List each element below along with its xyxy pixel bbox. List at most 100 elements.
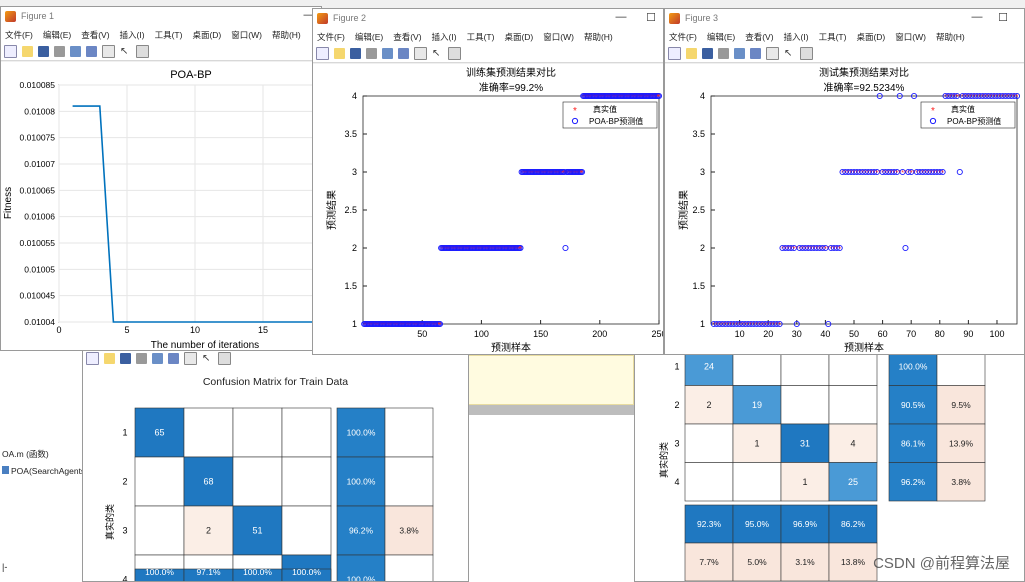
dock-icon[interactable] bbox=[448, 47, 461, 60]
new-icon[interactable] bbox=[86, 352, 99, 365]
matrix-cell bbox=[684, 462, 734, 502]
menu-edit[interactable]: 编辑(E) bbox=[706, 32, 736, 42]
menu-window[interactable]: 窗口(W) bbox=[543, 32, 574, 42]
pointer-icon[interactable]: ↖ bbox=[432, 48, 441, 59]
open-icon[interactable] bbox=[22, 46, 33, 57]
legend-icon[interactable] bbox=[102, 45, 115, 58]
colorbar-icon[interactable] bbox=[86, 46, 97, 57]
minimize-icon[interactable]: — bbox=[971, 11, 983, 23]
predicted-point bbox=[879, 168, 886, 176]
true-point: * bbox=[821, 246, 824, 253]
print-icon[interactable] bbox=[136, 353, 147, 364]
menu-window[interactable]: 窗口(W) bbox=[231, 30, 262, 40]
true-point: * bbox=[864, 170, 867, 177]
figure2-toolbar: ↖ bbox=[313, 45, 663, 63]
open-icon[interactable] bbox=[334, 48, 345, 59]
link-icon[interactable] bbox=[382, 48, 393, 59]
pointer-icon[interactable]: ↖ bbox=[202, 353, 211, 364]
legend-icon[interactable] bbox=[184, 352, 197, 365]
save-icon[interactable] bbox=[120, 353, 131, 364]
function-item[interactable]: POA(SearchAgents bbox=[0, 466, 85, 476]
predicted-point bbox=[561, 168, 568, 176]
y-axis-label: 预测结果 bbox=[677, 190, 690, 230]
pointer-icon[interactable]: ↖ bbox=[784, 48, 793, 59]
menu-view[interactable]: 查看(V) bbox=[745, 32, 774, 42]
save-icon[interactable] bbox=[702, 48, 713, 59]
minimize-icon[interactable]: — bbox=[303, 9, 315, 21]
menu-desktop[interactable]: 桌面(D) bbox=[192, 30, 222, 40]
menu-insert[interactable]: 插入(I) bbox=[431, 32, 457, 42]
menu-insert[interactable]: 插入(I) bbox=[783, 32, 809, 42]
menu-tools[interactable]: 工具(T) bbox=[818, 32, 847, 42]
minimize-icon[interactable]: — bbox=[615, 11, 627, 23]
menu-help[interactable]: 帮助(H) bbox=[935, 32, 965, 42]
predicted-point bbox=[578, 168, 586, 176]
menu-file[interactable]: 文件(F) bbox=[317, 32, 345, 42]
row-summary-value: 90.5% bbox=[901, 400, 926, 410]
pointer-icon[interactable]: ↖ bbox=[120, 46, 129, 57]
menu-tools[interactable]: 工具(T) bbox=[154, 30, 183, 40]
figure3-title: Figure 3 bbox=[685, 13, 719, 23]
predicted-point bbox=[713, 320, 720, 328]
menu-desktop[interactable]: 桌面(D) bbox=[504, 32, 534, 42]
menu-help[interactable]: 帮助(H) bbox=[271, 30, 301, 40]
dock-icon[interactable] bbox=[136, 45, 149, 58]
print-icon[interactable] bbox=[366, 48, 377, 59]
menu-view[interactable]: 查看(V) bbox=[393, 32, 422, 42]
save-icon[interactable] bbox=[350, 48, 361, 59]
chart-title: 训练集预测结果对比 bbox=[466, 66, 556, 79]
open-icon[interactable] bbox=[104, 353, 115, 364]
figure2-titlebar[interactable]: Figure 2 — ☐ bbox=[313, 9, 663, 29]
dock-icon[interactable] bbox=[218, 352, 231, 365]
print-icon[interactable] bbox=[54, 46, 65, 57]
y-tick-label: 1.5 bbox=[692, 281, 705, 291]
menu-window[interactable]: 窗口(W) bbox=[895, 32, 926, 42]
new-icon[interactable] bbox=[4, 45, 17, 58]
legend-icon[interactable] bbox=[766, 47, 779, 60]
menu-help[interactable]: 帮助(H) bbox=[583, 32, 613, 42]
true-point: * bbox=[798, 246, 801, 253]
print-icon[interactable] bbox=[718, 48, 729, 59]
new-icon[interactable] bbox=[668, 47, 681, 60]
true-point: * bbox=[755, 322, 758, 329]
legend-icon[interactable] bbox=[414, 47, 427, 60]
predicted-point bbox=[979, 92, 986, 100]
figure1-titlebar[interactable]: Figure 1 — bbox=[1, 7, 321, 27]
column-summary-value: 96.9% bbox=[793, 519, 818, 529]
editor-file-label[interactable]: OA.m (函数) bbox=[2, 449, 49, 459]
function-label: POA(SearchAgents bbox=[11, 466, 86, 476]
maximize-icon[interactable]: ☐ bbox=[646, 12, 656, 24]
menu-desktop[interactable]: 桌面(D) bbox=[856, 32, 886, 42]
y-tick-label: 1 bbox=[352, 319, 357, 329]
menu-edit[interactable]: 编辑(E) bbox=[42, 30, 72, 40]
y-tick-label: 1.5 bbox=[344, 281, 357, 291]
menu-insert[interactable]: 插入(I) bbox=[119, 30, 145, 40]
menu-view[interactable]: 查看(V) bbox=[81, 30, 110, 40]
figure3-titlebar[interactable]: Figure 3 — ☐ bbox=[665, 9, 1024, 29]
predicted-point bbox=[805, 244, 812, 252]
save-icon[interactable] bbox=[38, 46, 49, 57]
menu-tools[interactable]: 工具(T) bbox=[466, 32, 495, 42]
predicted-point bbox=[882, 168, 889, 176]
true-point: * bbox=[878, 170, 881, 177]
maximize-icon[interactable]: ☐ bbox=[998, 12, 1008, 24]
open-icon[interactable] bbox=[686, 48, 697, 59]
column-summary-value: 7.7% bbox=[699, 557, 719, 567]
y-tick-label: 0.01004 bbox=[24, 317, 55, 327]
true-point: * bbox=[936, 170, 939, 177]
predicted-point bbox=[870, 168, 878, 176]
colorbar-icon[interactable] bbox=[750, 48, 761, 59]
x-tick-label: 60 bbox=[878, 329, 888, 339]
link-icon[interactable] bbox=[734, 48, 745, 59]
colorbar-icon[interactable] bbox=[398, 48, 409, 59]
menu-edit[interactable]: 编辑(E) bbox=[354, 32, 384, 42]
predicted-point bbox=[796, 244, 803, 252]
menu-file[interactable]: 文件(F) bbox=[5, 30, 33, 40]
link-icon[interactable] bbox=[70, 46, 81, 57]
colorbar-icon[interactable] bbox=[168, 353, 179, 364]
new-icon[interactable] bbox=[316, 47, 329, 60]
true-point: * bbox=[712, 322, 715, 329]
dock-icon[interactable] bbox=[800, 47, 813, 60]
menu-file[interactable]: 文件(F) bbox=[669, 32, 697, 42]
link-icon[interactable] bbox=[152, 353, 163, 364]
